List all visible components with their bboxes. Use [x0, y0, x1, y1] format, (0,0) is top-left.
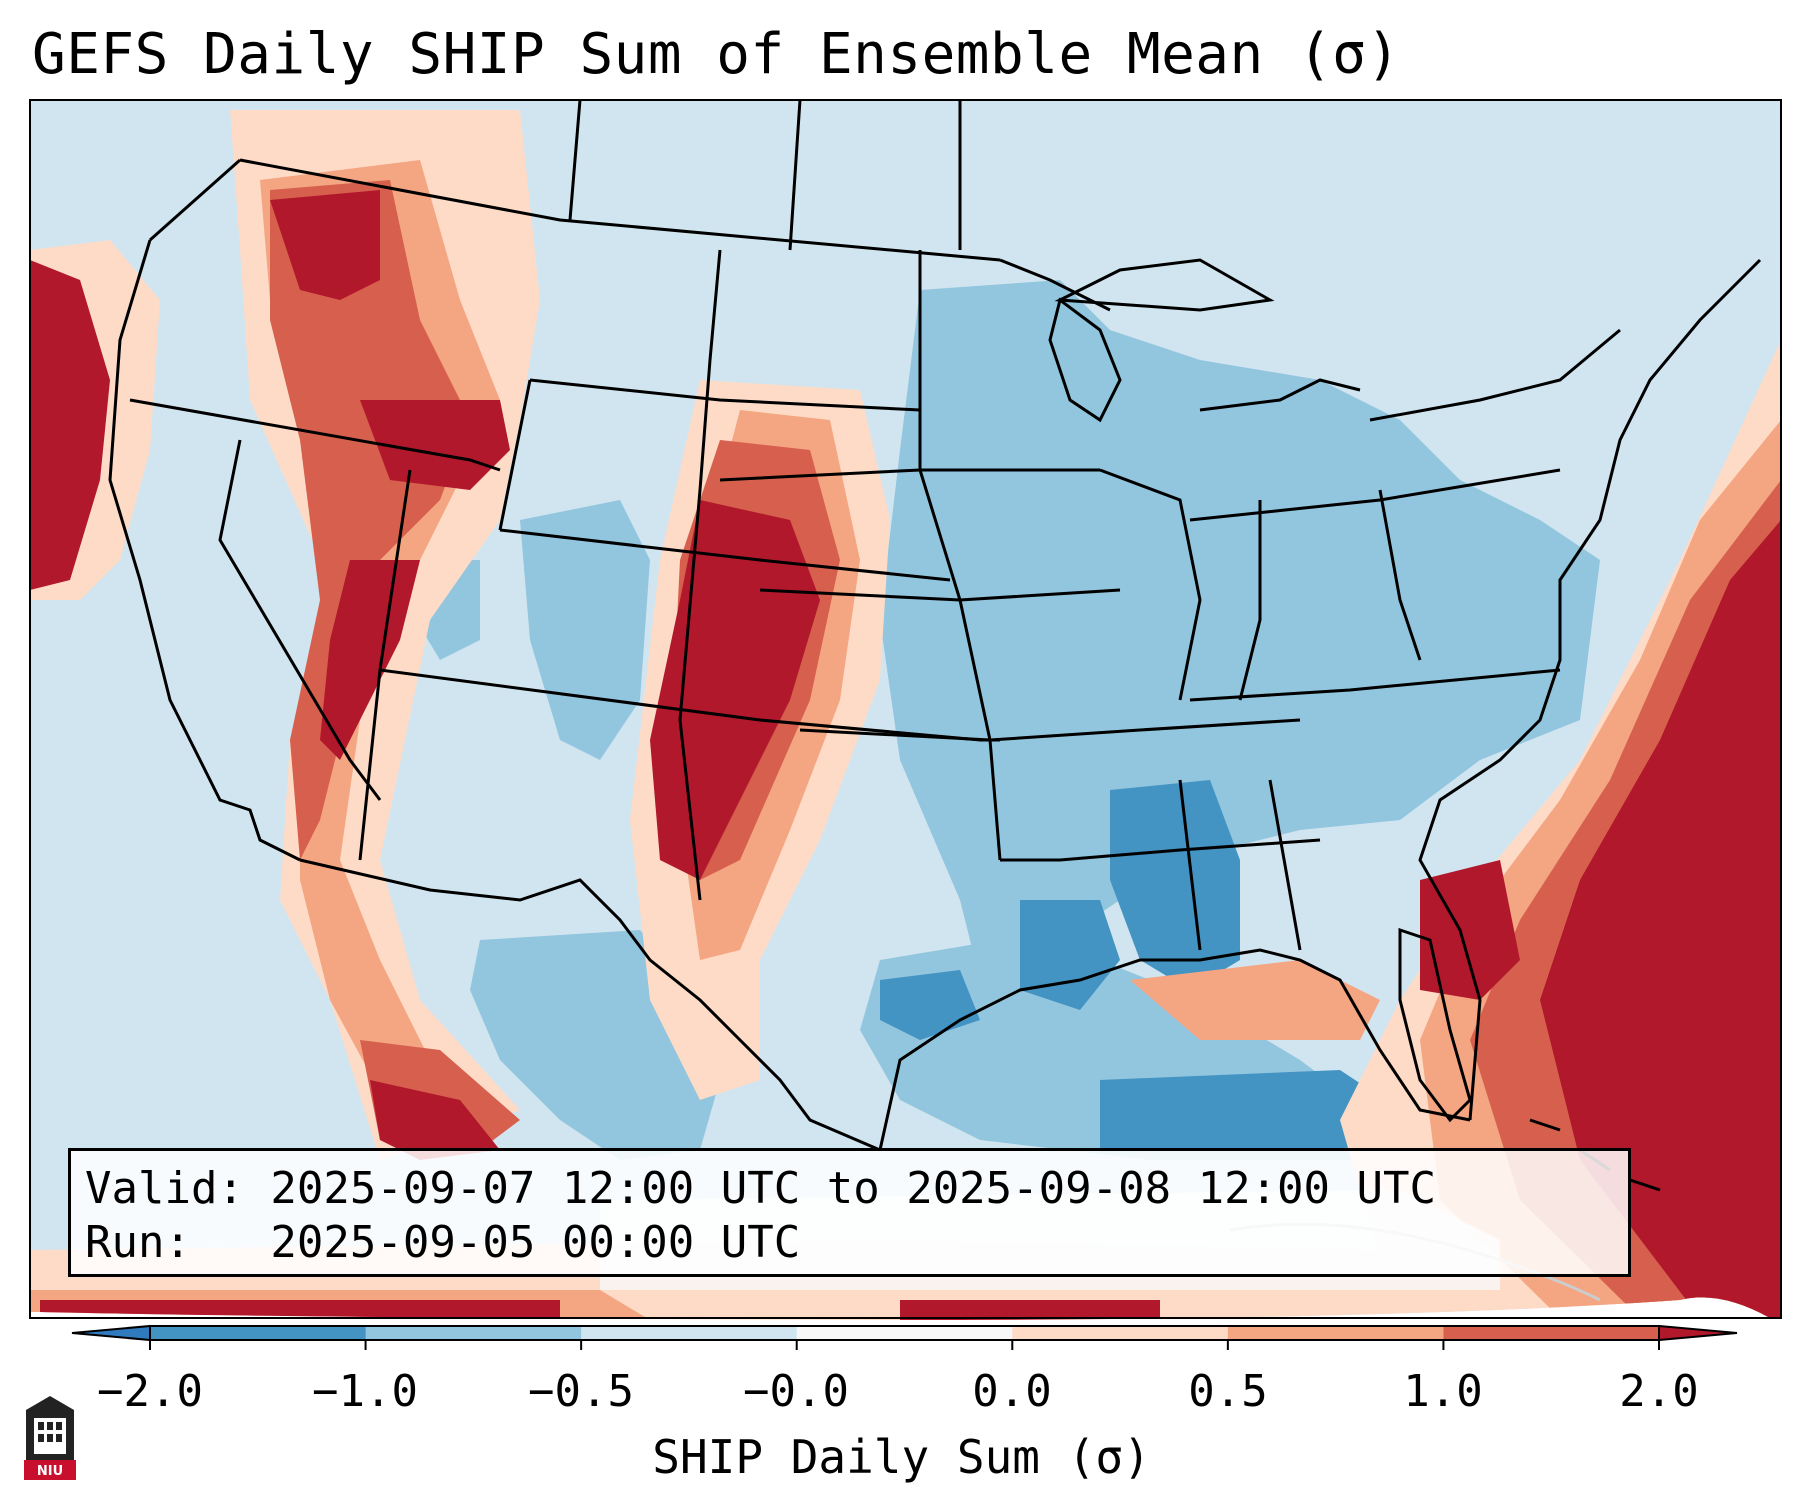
la-ms-line: [1000, 838, 1321, 862]
colorbar-tick-label: 0.5: [1188, 1366, 1268, 1417]
map-title: GEFS Daily SHIP Sum of Ensemble Mean (σ): [32, 22, 1401, 87]
great-lakes-border: [999, 258, 1111, 312]
atlantic-strong-positive: [1540, 520, 1781, 1318]
florida-gulf-positive: [1130, 960, 1380, 1040]
idaho-strong-positive: [360, 400, 510, 490]
lake-erie: [1199, 378, 1361, 412]
ms-al-line: [1178, 779, 1202, 951]
carolina-strong-positive: [1420, 860, 1520, 1000]
mexico-strong-positive: [370, 1080, 500, 1160]
deep-south-strong-negative: [1110, 780, 1240, 990]
illinois-line: [1099, 468, 1202, 701]
atlantic-coast: [1418, 258, 1762, 1121]
colorbar-tick-label: 1.0: [1403, 1366, 1483, 1417]
ny-line: [1369, 328, 1621, 422]
gulf-coast: [878, 948, 1471, 1151]
lake-superior: [1054, 258, 1275, 312]
logo-text: NIU: [36, 1464, 64, 1479]
colorbar-segment: [796, 1326, 1013, 1340]
colorbar-segment: [1012, 1326, 1229, 1340]
colorbar-tick-label: −1.0: [312, 1366, 418, 1417]
washington-strong-positive: [270, 190, 380, 300]
colorbar-segment: [581, 1326, 798, 1340]
run-time-text: Run: 2025-09-05 00:00 UTC: [85, 1217, 801, 1268]
midwest-negative-region: [880, 280, 1600, 980]
al-ga-line: [1268, 779, 1302, 951]
louisiana-strong-negative: [1020, 900, 1120, 1010]
colorbar-segment: [1443, 1326, 1660, 1340]
indiana-ohio-line: [1238, 500, 1262, 701]
pacific-northwest-coast: [149, 158, 241, 242]
colorbar-tick-label: 2.0: [1619, 1366, 1699, 1417]
pacific-coast: [108, 239, 301, 862]
colorbar: [71, 1324, 1738, 1350]
colorado-strong-positive: [650, 500, 820, 880]
colorbar-extend-high: [1658, 1324, 1738, 1342]
pa-line: [1378, 489, 1422, 661]
colorbar-segment: [1227, 1326, 1444, 1340]
niu-logo: [24, 1396, 76, 1480]
colorbar-tick-label: −0.0: [743, 1366, 849, 1417]
gulf-strong-negative: [1100, 1070, 1400, 1150]
wyoming-colorado-line: [499, 528, 951, 582]
canada-internal-line-3: [568, 100, 582, 221]
sd-ne-line: [719, 468, 1100, 482]
colorbar-extend-low: [71, 1324, 151, 1342]
boundaries: [108, 100, 1762, 1302]
lake-michigan: [1048, 297, 1122, 423]
or-id-line: [129, 398, 501, 472]
ok-ar-line: [799, 718, 1301, 742]
colorbar-tick-label: −2.0: [97, 1366, 203, 1417]
valid-time-text: Valid: 2025-09-07 12:00 UTC to 2025-09-0…: [85, 1163, 1437, 1214]
colorbar-outline: [149, 1325, 1660, 1341]
nevada-strong-positive: [320, 560, 420, 760]
montana-line: [529, 378, 921, 412]
tn-ky-line: [1189, 668, 1561, 702]
mid-vertical-line: [678, 249, 722, 901]
ohio-line: [1189, 468, 1561, 522]
map-frame: [29, 99, 1782, 1319]
valid-info-box: Valid: 2025-09-07 12:00 UTC to 2025-09-0…: [68, 1148, 1631, 1277]
canada-internal-line-2: [788, 100, 802, 251]
ne-ks-line: [759, 588, 1121, 602]
western-mid-positive: [270, 180, 470, 860]
florida-peninsula: [1398, 927, 1472, 1123]
colorbar-tick-label: −0.5: [528, 1366, 634, 1417]
california-nevada-line: [218, 439, 382, 801]
colorbar-tick-label: 0.0: [972, 1366, 1052, 1417]
colorbar-segment: [365, 1326, 582, 1340]
nevada-utah-line: [358, 469, 412, 861]
colorbar-segment: [150, 1326, 367, 1340]
colorbar-title: SHIP Daily Sum (σ): [652, 1430, 1151, 1484]
anomaly-field: [30, 100, 1781, 1320]
pacific-strong-positive: [30, 260, 110, 590]
colorado-negative-region: [520, 500, 650, 760]
canada-border: [239, 158, 1001, 262]
idaho-wyoming-line: [498, 379, 532, 531]
mexico-border: [299, 858, 881, 1152]
south-strong-strip: [900, 1300, 1160, 1320]
